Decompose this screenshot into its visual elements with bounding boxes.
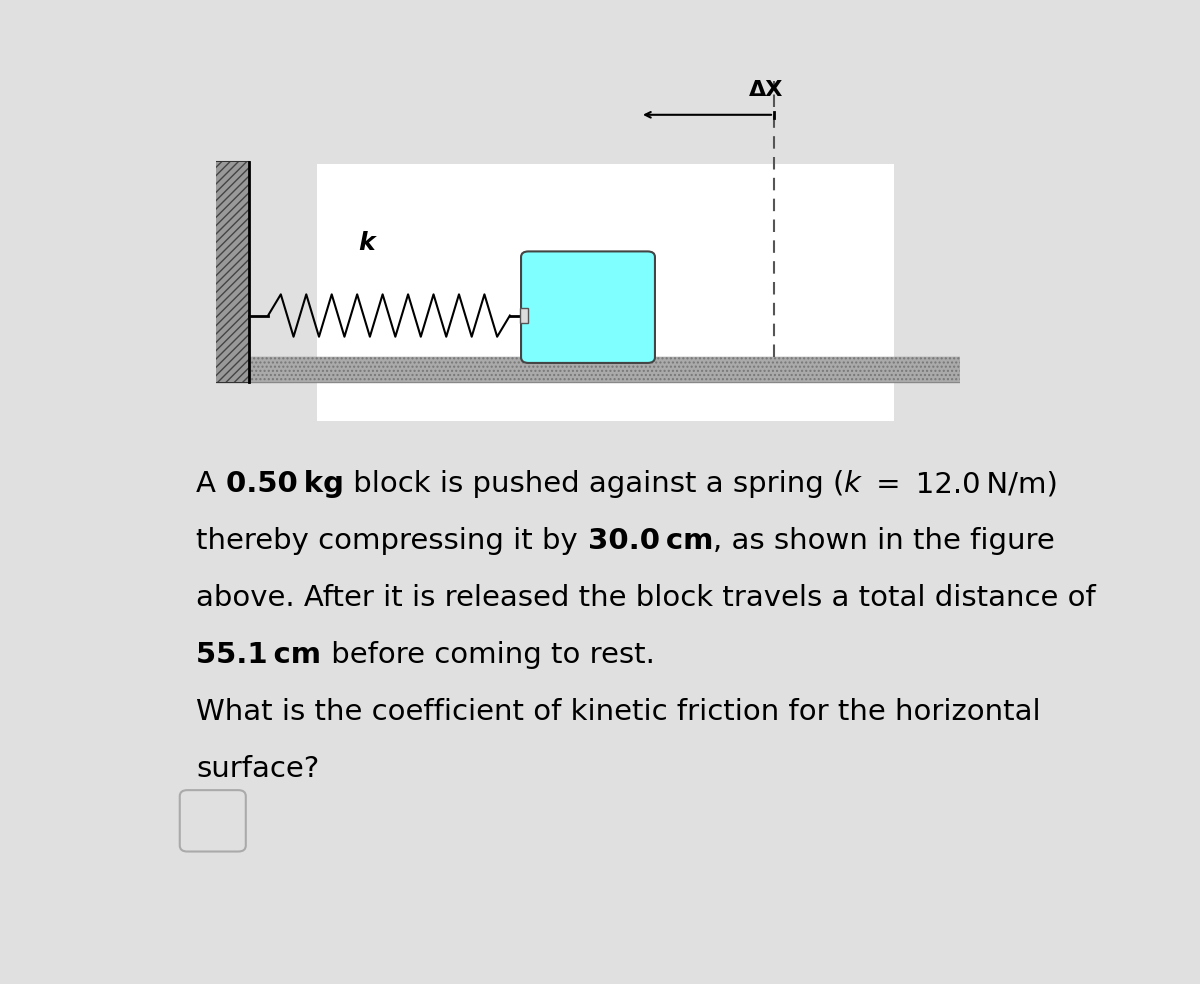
Text: A: A: [197, 470, 226, 499]
Text: k: k: [359, 231, 374, 255]
Text: block is pushed against a spring (: block is pushed against a spring (: [343, 470, 844, 499]
Bar: [520, 308, 528, 324]
Text: surface?: surface?: [197, 755, 319, 782]
Bar: [216, 357, 960, 383]
FancyBboxPatch shape: [521, 251, 655, 363]
Text: 55.1 cm: 55.1 cm: [197, 641, 322, 669]
Text: =  12.0 N/m): = 12.0 N/m): [860, 470, 1057, 499]
FancyBboxPatch shape: [180, 790, 246, 851]
Bar: [317, 163, 894, 421]
Text: , as shown in the figure: , as shown in the figure: [713, 527, 1055, 555]
Text: 30.0 cm: 30.0 cm: [588, 527, 713, 555]
Text: 0.50 kg: 0.50 kg: [226, 470, 343, 499]
Text: thereby compressing it by: thereby compressing it by: [197, 527, 588, 555]
Text: before coming to rest.: before coming to rest.: [322, 641, 654, 669]
Text: above. After it is released the block travels a total distance of: above. After it is released the block tr…: [197, 584, 1097, 612]
Text: k: k: [844, 470, 860, 499]
Bar: [216, 162, 250, 383]
Bar: [216, 162, 250, 383]
Text: ΔX: ΔX: [749, 80, 784, 99]
Text: What is the coefficient of kinetic friction for the horizontal: What is the coefficient of kinetic frict…: [197, 698, 1042, 726]
Bar: [216, 357, 960, 383]
